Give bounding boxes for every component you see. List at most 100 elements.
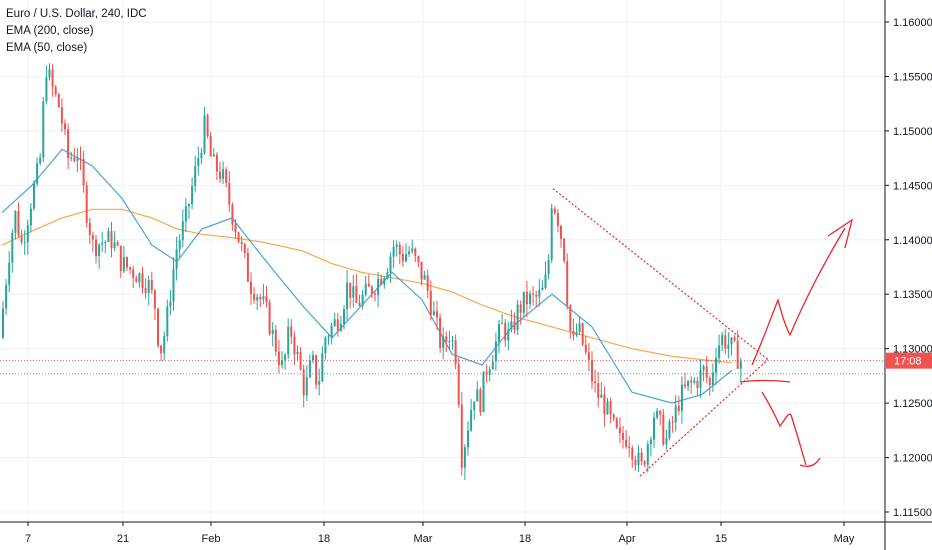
candle-body <box>544 274 547 288</box>
candle-body <box>119 245 122 272</box>
candle-body <box>181 221 184 241</box>
candle-body <box>739 361 742 369</box>
candle-body <box>383 278 386 285</box>
candle-body <box>494 341 497 362</box>
price-tick-label[interactable]: 1.12500 <box>893 398 932 410</box>
price-tick-label[interactable]: 1.14000 <box>893 235 932 247</box>
bearish-arrow[interactable] <box>761 391 807 466</box>
candle-body <box>39 157 42 164</box>
candle-body <box>73 157 76 161</box>
bullish-arrow-head[interactable] <box>827 218 854 249</box>
price-tick-label[interactable]: 1.15000 <box>893 126 932 138</box>
candle-body <box>23 242 26 244</box>
candle-body <box>172 268 175 302</box>
candle-body <box>45 77 48 102</box>
legend-ema-50[interactable]: EMA (50, close) <box>6 42 88 54</box>
candle-body <box>364 283 367 295</box>
candle-body <box>274 329 277 352</box>
candle-body <box>265 296 268 303</box>
candle-body <box>516 304 519 330</box>
breakout-line[interactable] <box>739 379 791 383</box>
candle-body <box>634 459 637 466</box>
candle-body <box>250 281 252 294</box>
candle-body <box>525 291 528 305</box>
candle-body <box>194 165 197 186</box>
last-price-badge[interactable] <box>886 352 932 369</box>
candle-body <box>98 244 101 256</box>
candle-body <box>150 280 153 291</box>
candle-body <box>550 208 553 260</box>
candle-body <box>498 324 500 342</box>
candle-body <box>665 437 668 445</box>
candle-body <box>308 360 311 378</box>
candle-body <box>541 287 544 290</box>
candle-body <box>718 345 721 359</box>
candle-body <box>513 321 516 330</box>
candle-body <box>649 439 652 445</box>
candle-body <box>467 430 469 448</box>
time-tick-label[interactable]: Mar <box>414 533 433 545</box>
candle-body <box>411 248 414 252</box>
candle-body <box>237 232 240 243</box>
candle-body <box>423 275 426 280</box>
price-tick-label[interactable]: 1.15500 <box>893 71 932 83</box>
candle-body <box>281 360 283 365</box>
candle-body <box>26 225 29 243</box>
legend-symbol[interactable]: Euro / U.S. Dollar, 240, IDC <box>6 8 147 20</box>
price-tick-label[interactable]: 1.14500 <box>893 180 932 192</box>
candle-body <box>532 293 535 295</box>
candle-body <box>581 323 584 345</box>
price-tick-label[interactable]: 1.11500 <box>893 507 932 519</box>
price-tick-label[interactable]: 1.13500 <box>893 289 932 301</box>
bullish-arrow[interactable] <box>751 227 846 366</box>
candle-body <box>312 355 314 361</box>
time-tick-label[interactable]: Feb <box>202 533 221 545</box>
candle-body <box>643 461 646 465</box>
candle-body <box>57 94 60 108</box>
candle-body <box>8 262 11 285</box>
triangle-upper-line[interactable] <box>552 188 769 361</box>
candle-body <box>603 394 606 415</box>
candle-body <box>209 135 212 157</box>
chart-legend: Euro / U.S. Dollar, 240, IDC EMA (200, c… <box>6 6 147 57</box>
candle-body <box>17 211 20 236</box>
time-tick-label[interactable]: May <box>834 533 855 545</box>
candle-body <box>225 169 228 183</box>
time-tick-label[interactable]: 18 <box>519 533 531 545</box>
candle-body <box>442 336 445 348</box>
horizontal-lines <box>0 360 885 375</box>
time-tick-label[interactable]: 15 <box>715 533 727 545</box>
time-tick-label[interactable]: 21 <box>117 533 129 545</box>
triangle-lower-line[interactable] <box>639 359 769 477</box>
bearish-arrow-head[interactable] <box>799 457 821 467</box>
price-tick-label[interactable]: 1.12000 <box>893 453 932 465</box>
candle-body <box>88 222 91 236</box>
time-tick-label[interactable]: Apr <box>618 533 635 545</box>
candle-body <box>175 249 178 269</box>
candle-body <box>206 115 209 136</box>
legend-ema-200[interactable]: EMA (200, close) <box>6 25 94 37</box>
candle-body <box>215 154 218 172</box>
candle-body <box>2 308 4 338</box>
candle-body <box>696 380 699 388</box>
time-tick-label[interactable]: 18 <box>318 533 330 545</box>
ema-200-line <box>1 208 733 364</box>
candle-body <box>535 294 538 297</box>
candle-body <box>268 302 271 334</box>
candle-body <box>85 185 88 223</box>
time-tick-label[interactable]: 7 <box>25 533 31 545</box>
candle-body <box>529 293 531 305</box>
annotations[interactable] <box>552 188 854 477</box>
price-tick-label[interactable]: 1.16000 <box>893 17 932 29</box>
candle-body <box>618 427 621 433</box>
candle-body <box>628 446 631 449</box>
candle-body <box>296 352 299 355</box>
candle-body <box>29 208 32 226</box>
candle-body <box>563 238 566 262</box>
last-price-label[interactable]: 17:08 <box>894 356 922 368</box>
candle-body <box>547 259 550 275</box>
candle-body <box>451 340 454 342</box>
